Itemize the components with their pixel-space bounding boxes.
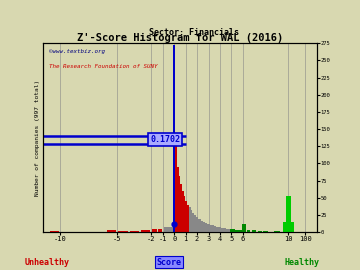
Bar bbox=[189, 207, 190, 232]
Bar bbox=[283, 222, 294, 232]
Bar bbox=[216, 227, 219, 232]
Text: Unhealthy: Unhealthy bbox=[24, 258, 69, 266]
Bar bbox=[187, 205, 189, 232]
Text: Score: Score bbox=[157, 258, 182, 266]
Bar bbox=[73, 231, 82, 232]
Bar bbox=[226, 229, 228, 232]
Bar bbox=[219, 227, 221, 232]
Bar bbox=[177, 167, 179, 232]
Bar bbox=[130, 231, 139, 232]
Bar bbox=[180, 184, 182, 232]
Bar bbox=[185, 201, 187, 232]
Bar bbox=[228, 229, 230, 232]
Bar bbox=[274, 231, 280, 232]
Bar bbox=[263, 231, 268, 232]
Bar bbox=[252, 230, 256, 232]
Bar bbox=[205, 223, 207, 232]
Bar bbox=[174, 45, 175, 232]
Bar bbox=[207, 224, 210, 232]
Bar bbox=[221, 228, 223, 232]
Text: ©www.textbiz.org: ©www.textbiz.org bbox=[49, 49, 105, 54]
Bar bbox=[158, 229, 162, 232]
Bar bbox=[203, 222, 205, 232]
Bar bbox=[247, 230, 250, 232]
Bar bbox=[198, 219, 201, 232]
Bar bbox=[212, 225, 214, 232]
Bar bbox=[230, 230, 233, 232]
Bar bbox=[96, 231, 105, 232]
Bar bbox=[196, 217, 198, 232]
Bar bbox=[184, 197, 185, 232]
Bar bbox=[201, 221, 203, 232]
Bar bbox=[286, 227, 291, 232]
Bar bbox=[182, 191, 184, 232]
Bar bbox=[257, 231, 262, 232]
Bar bbox=[141, 230, 150, 232]
Bar bbox=[286, 197, 291, 232]
Bar bbox=[50, 231, 59, 232]
Bar bbox=[235, 230, 237, 232]
Title: Z'-Score Histogram for WAL (2016): Z'-Score Histogram for WAL (2016) bbox=[77, 33, 283, 43]
Bar bbox=[239, 230, 242, 232]
Bar bbox=[152, 230, 157, 232]
Bar bbox=[118, 231, 127, 232]
Bar bbox=[107, 230, 116, 232]
Bar bbox=[192, 213, 194, 232]
Text: The Research Foundation of SUNY: The Research Foundation of SUNY bbox=[49, 64, 157, 69]
Bar bbox=[242, 224, 246, 232]
Bar bbox=[190, 210, 192, 232]
Bar bbox=[214, 226, 216, 232]
Bar bbox=[237, 230, 239, 232]
Bar bbox=[210, 225, 212, 232]
Bar bbox=[233, 230, 235, 232]
Bar bbox=[179, 176, 180, 232]
Bar bbox=[164, 227, 173, 232]
Bar bbox=[175, 139, 177, 232]
Bar bbox=[62, 231, 71, 232]
Bar bbox=[223, 228, 226, 232]
Y-axis label: Number of companies (997 total): Number of companies (997 total) bbox=[35, 80, 40, 196]
Bar bbox=[194, 215, 196, 232]
Text: Sector: Financials: Sector: Financials bbox=[149, 28, 239, 37]
Bar bbox=[84, 231, 93, 232]
Text: Healthy: Healthy bbox=[285, 258, 320, 266]
Text: 0.1702: 0.1702 bbox=[150, 135, 180, 144]
